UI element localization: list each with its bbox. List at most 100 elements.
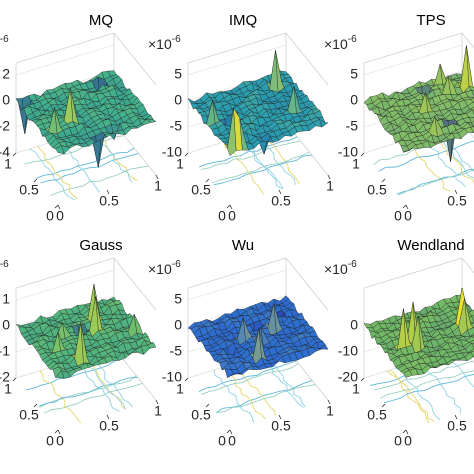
z-multiplier: ×10-6 [0, 259, 9, 277]
multiplier-power: -6 [172, 259, 181, 270]
box-edge [285, 32, 329, 86]
y-tick-label: 1 [4, 381, 12, 397]
multiplier-base: ×10 [324, 261, 348, 277]
surface-cell [403, 369, 413, 378]
x-tick-label: 0.5 [271, 193, 291, 209]
grid-line [363, 44, 463, 76]
panel: -2 -1 0 1 ×10-6 0 0.5 1 0 0.5 1 Gauss [0, 237, 162, 449]
floor-contour [37, 146, 78, 200]
multiplier-base: ×10 [148, 261, 172, 277]
floor-contour [373, 360, 473, 391]
x-tick-label: 0 [228, 208, 236, 224]
y-tick-label: 1 [176, 156, 184, 172]
z-tick-label: -1 [0, 343, 10, 359]
z-tick-label: -5 [346, 118, 359, 134]
x-tick-label: 0 [404, 208, 412, 224]
floor-contour [201, 140, 301, 170]
y-tick [184, 152, 189, 157]
z-tick-label: -2 [0, 369, 10, 385]
y-tick-label: 0.5 [19, 182, 39, 198]
z-tick-label: 0 [174, 317, 182, 333]
floor-contour [36, 147, 135, 179]
x-tick [155, 399, 159, 405]
y-tick-label: 0.5 [367, 182, 387, 198]
floor-contour [25, 358, 123, 391]
z-tick-label: -2 [0, 118, 10, 134]
x-tick-label: 1 [154, 403, 162, 419]
multiplier-base: ×10 [324, 36, 348, 52]
floor-contour [213, 369, 255, 423]
y-tick [33, 178, 38, 183]
y-tick-label: 0.5 [19, 407, 39, 423]
box-edge [15, 257, 115, 289]
y-tick [33, 403, 38, 408]
floor-contour [44, 382, 143, 414]
x-tick-label: 0.5 [447, 418, 467, 434]
floor-contour [378, 140, 474, 172]
surface-cell [55, 370, 65, 379]
z-tick-label: -20 [338, 369, 358, 385]
z-tick-label: 1 [2, 291, 10, 307]
y-tick [226, 204, 231, 209]
y-tick [12, 152, 17, 157]
multiplier-power: -6 [0, 259, 9, 270]
floor-contour [24, 135, 125, 165]
box-edge [285, 257, 329, 311]
floor-contour [212, 151, 310, 184]
x-tick [155, 174, 159, 180]
z-tick-label: 0 [2, 92, 10, 108]
x-tick-label: 1 [326, 403, 334, 419]
surface-cell [227, 373, 237, 378]
x-tick [229, 429, 233, 435]
x-tick [454, 189, 458, 195]
panel: -4 -2 0 2 ×10-6 0 0.5 1 0 0.5 1 MQ [0, 12, 162, 224]
floor-contour [390, 369, 435, 422]
floor-contour [380, 370, 474, 399]
floor-contour [38, 376, 138, 407]
x-tick-label: 0.5 [447, 193, 467, 209]
y-tick-label: 0.5 [191, 182, 211, 198]
z-tick-label: 0 [350, 92, 358, 108]
y-tick-label: 0 [394, 208, 402, 224]
surface-cell [403, 148, 413, 153]
box-edge [461, 32, 474, 49]
y-tick-label: 1 [4, 156, 12, 172]
floor-contour [213, 154, 313, 186]
box-edge [113, 257, 157, 311]
floor-contour [199, 136, 298, 168]
floor-contour [396, 168, 474, 195]
x-tick [229, 204, 233, 210]
grid-line [15, 269, 115, 301]
z-tick-label: -5 [170, 118, 183, 134]
panel: -20 -10 0 ×10-6 0 0.5 1 0 0.5 1 Wendland [324, 237, 474, 449]
y-tick-label: 0 [46, 433, 54, 449]
grid-line [187, 44, 287, 76]
surface-cell [55, 145, 65, 155]
surface-cell [227, 107, 237, 156]
panel-title: Wu [232, 237, 254, 254]
box-edge [363, 257, 463, 289]
floor-contour [383, 373, 474, 404]
x-tick-label: 0 [56, 208, 64, 224]
x-tick [57, 204, 61, 210]
z-multiplier: ×10-6 [148, 34, 181, 52]
panel-title: Gauss [79, 237, 122, 254]
x-tick-label: 0 [228, 433, 236, 449]
panel-title: MQ [89, 12, 113, 29]
y-tick [205, 403, 210, 408]
floor-contour [215, 384, 316, 414]
box-edge [187, 32, 287, 64]
panel-title: IMQ [229, 12, 257, 29]
y-tick [360, 152, 365, 157]
box-edge [461, 257, 474, 274]
grid-line [15, 44, 115, 76]
x-tick-label: 1 [326, 178, 334, 194]
z-tick-label: -4 [0, 144, 10, 160]
y-tick [226, 429, 231, 434]
x-tick-label: 0.5 [99, 418, 119, 434]
x-tick-label: 0.5 [271, 418, 291, 434]
panel-title: TPS [416, 12, 445, 29]
